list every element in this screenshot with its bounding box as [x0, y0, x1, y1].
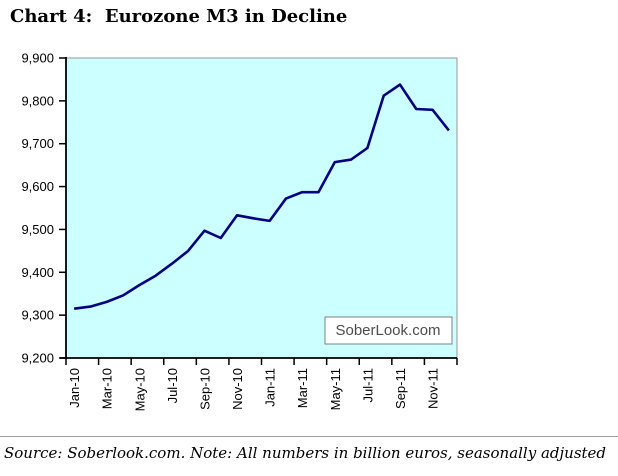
x-axis-label: Nov-11 [426, 368, 441, 409]
y-axis-label: 9,700 [21, 136, 54, 151]
y-axis-label: 9,800 [21, 93, 54, 108]
chart-canvas: 9,200 9,300 9,400 9,500 9,600 9,700 9,800 9,900… [21, 51, 458, 411]
watermark: SoberLook.com [324, 316, 453, 345]
chart-title: Chart 4: Eurozone M3 in Decline [10, 6, 348, 27]
watermark-label: SoberLook.com [335, 322, 440, 339]
x-axis-label: Sep-10 [197, 368, 212, 410]
x-axis-label: Jan-11 [263, 368, 278, 407]
y-axis: 9,200 9,300 9,400 9,500 9,600 9,700 9,800 9,900 [21, 51, 66, 366]
watermark-box [324, 316, 453, 345]
y-axis-label: 9,200 [21, 351, 54, 366]
x-axis-label: Jul-11 [360, 368, 375, 402]
x-axis: Jan-10 Mar-10 May-10 Jul-10 Sep-10 Nov-10 Jan-… [65, 358, 458, 411]
x-axis-label: May-11 [328, 368, 343, 410]
x-axis-label: Nov-10 [230, 368, 245, 410]
plot-area [65, 57, 458, 359]
y-axis-label: 9,300 [21, 308, 54, 323]
y-axis-label: 9,500 [21, 222, 54, 237]
x-axis-label: Sep-11 [393, 368, 408, 409]
y-axis-label: 9,400 [21, 265, 54, 280]
data-series [73, 83, 450, 311]
y-axis-label: 9,600 [21, 179, 54, 194]
source-note: Source: Soberlook.com. Note: All numbers… [4, 444, 607, 462]
data-line [73, 83, 450, 311]
y-axis-label: 9,900 [21, 51, 54, 66]
divider-line [0, 436, 618, 437]
x-axis-label: Jul-10 [165, 368, 180, 403]
x-axis-label: May-10 [132, 368, 147, 411]
x-axis-label: Jan-10 [67, 368, 82, 408]
x-axis-label: Mar-10 [100, 368, 115, 409]
x-axis-label: Mar-11 [295, 368, 310, 408]
